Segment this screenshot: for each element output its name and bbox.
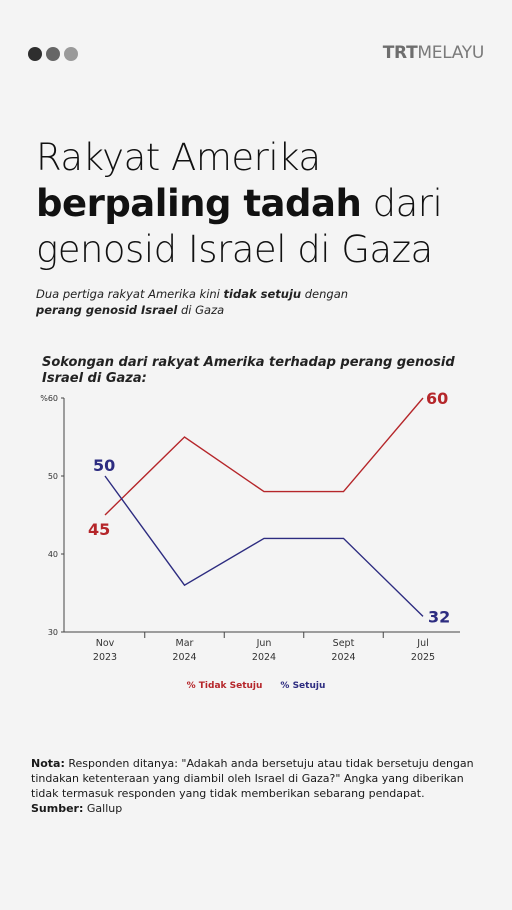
x-tick-label: 2023 <box>93 652 117 663</box>
dot-3 <box>64 47 78 61</box>
data-label-tidak-setuju-start: 45 <box>88 520 110 539</box>
y-tick-label: 50 <box>48 472 58 481</box>
x-tick-label: Mar <box>176 638 194 649</box>
headline-line-2: berpaling tadah dari <box>36 181 496 227</box>
note-label: Nota: <box>31 757 65 770</box>
note-text: Responden ditanya: "Adakah anda bersetuj… <box>31 757 474 800</box>
x-tick-label: 2024 <box>252 652 276 663</box>
chart-title: Sokongan dari rakyat Amerika terhadap pe… <box>42 355 455 386</box>
subhead-bold-1: tidak setuju <box>223 287 302 301</box>
x-tick-label: Jul <box>416 638 428 649</box>
legend-item-tidak-setuju: % Tidak Setuju <box>186 681 263 691</box>
series-line-setuju <box>104 475 424 617</box>
y-tick-label: 40 <box>48 550 58 559</box>
logo-bold: TRT <box>382 43 418 63</box>
dot-2 <box>46 47 60 61</box>
x-tick-label: Jun <box>256 638 272 649</box>
subhead-text-2: dengan <box>301 287 349 301</box>
subhead-bold-2: perang genosid Israel <box>36 303 178 317</box>
line-chart: %60 50 40 30 Nov 2023 Mar 2024 Jun 2024 Sept 2024 Ju… <box>40 389 460 663</box>
headline-line-1: Rakyat Amerika <box>36 136 321 179</box>
source-label: Sumber: <box>31 802 84 815</box>
data-label-tidak-setuju-end: 60 <box>426 389 448 408</box>
data-label-setuju-start: 50 <box>93 456 115 475</box>
source-text: Gallup <box>83 802 123 815</box>
y-tick-label: 30 <box>48 628 58 637</box>
x-tick-label: 2024 <box>172 652 196 663</box>
dot-1 <box>28 47 42 61</box>
x-tick-label: 2025 <box>411 652 435 663</box>
footnote: Nota: Responden ditanya: "Adakah anda be… <box>31 756 491 816</box>
data-label-setuju-end: 32 <box>428 607 450 626</box>
header-dots <box>28 47 78 61</box>
x-tick-label: Nov <box>96 638 115 649</box>
x-tick-label: 2024 <box>331 652 355 663</box>
page-title: Rakyat Amerika berpaling tadah dari geno… <box>36 135 496 273</box>
x-tick-label: Sept <box>333 638 355 649</box>
headline-line-2-rest: dari <box>372 182 443 225</box>
logo-rest: MELAYU <box>417 43 484 63</box>
headline-bold: berpaling tadah <box>36 182 362 225</box>
subheadline: Dua pertiga rakyat Amerika kini tidak se… <box>36 286 476 318</box>
subhead-text-3: di Gaza <box>177 303 225 317</box>
headline-line-3: genosid Israel di Gaza <box>36 228 433 271</box>
y-tick-label: %60 <box>40 394 58 403</box>
brand-logo: TRTMELAYU <box>382 43 485 63</box>
subhead-text-1: Dua pertiga rakyat Amerika kini <box>36 287 224 301</box>
chart-legend: % Tidak Setuju % Setuju <box>0 681 512 691</box>
legend-item-setuju: % Setuju <box>280 681 326 691</box>
series-line-tidak-setuju <box>104 397 424 516</box>
